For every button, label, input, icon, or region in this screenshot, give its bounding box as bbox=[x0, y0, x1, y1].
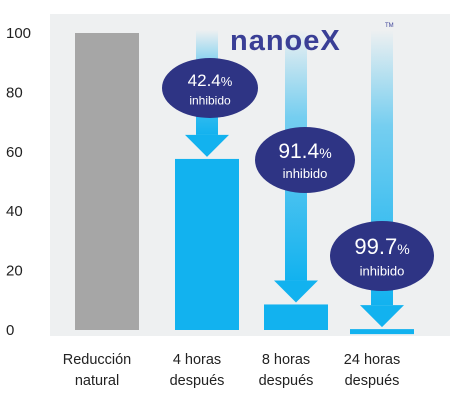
reduction-arrow-head bbox=[274, 280, 318, 303]
inhibition-callout: 91.4% inhibido bbox=[255, 127, 355, 193]
x-tick-label: 8 horas bbox=[262, 352, 310, 368]
callout-label: inhibido bbox=[283, 166, 328, 181]
nanoe-x-logo: nanoeX TM bbox=[230, 23, 394, 57]
bar bbox=[75, 33, 139, 330]
x-tick-label: después bbox=[259, 373, 314, 389]
y-tick-label: 20 bbox=[6, 263, 23, 280]
bar bbox=[175, 158, 239, 330]
callout-bubble bbox=[162, 58, 258, 118]
bar bbox=[264, 304, 328, 330]
y-tick-label: 40 bbox=[6, 203, 23, 220]
callout-value: 99.7% bbox=[354, 234, 409, 259]
x-tick-label: natural bbox=[75, 373, 119, 389]
callout-label: inhibido bbox=[189, 94, 231, 108]
logo-trademark: TM bbox=[385, 23, 394, 29]
callout-label: inhibido bbox=[360, 263, 405, 278]
callout-unit: % bbox=[319, 145, 331, 161]
callout-number: 91.4 bbox=[278, 140, 319, 163]
callout-unit: % bbox=[221, 74, 233, 89]
callout-value: 91.4% bbox=[278, 140, 331, 163]
reduction-arrow-head bbox=[185, 134, 229, 157]
y-tick-label: 60 bbox=[6, 144, 23, 161]
callout-value: 42.4% bbox=[188, 71, 233, 90]
logo-text: nanoeX bbox=[230, 25, 341, 57]
x-tick-label: Reducción bbox=[63, 352, 132, 368]
callout-number: 42.4 bbox=[188, 71, 221, 90]
callout-bubble bbox=[330, 221, 434, 291]
callout-unit: % bbox=[397, 241, 409, 257]
callout-bubble bbox=[255, 127, 355, 193]
callout-number: 99.7 bbox=[354, 234, 397, 259]
x-tick-label: después bbox=[170, 373, 225, 389]
y-tick-label: 0 bbox=[6, 322, 14, 339]
x-tick-label: después bbox=[345, 373, 400, 389]
bar bbox=[350, 329, 414, 335]
inhibition-callout: 99.7% inhibido bbox=[330, 221, 434, 291]
x-tick-label: 4 horas bbox=[173, 352, 221, 368]
x-tick-label: 24 horas bbox=[344, 352, 400, 368]
y-tick-label: 100 bbox=[6, 25, 31, 42]
y-tick-label: 80 bbox=[6, 84, 23, 101]
reduction-arrow-head bbox=[360, 305, 404, 328]
inhibition-callout: 42.4% inhibido bbox=[162, 58, 258, 118]
